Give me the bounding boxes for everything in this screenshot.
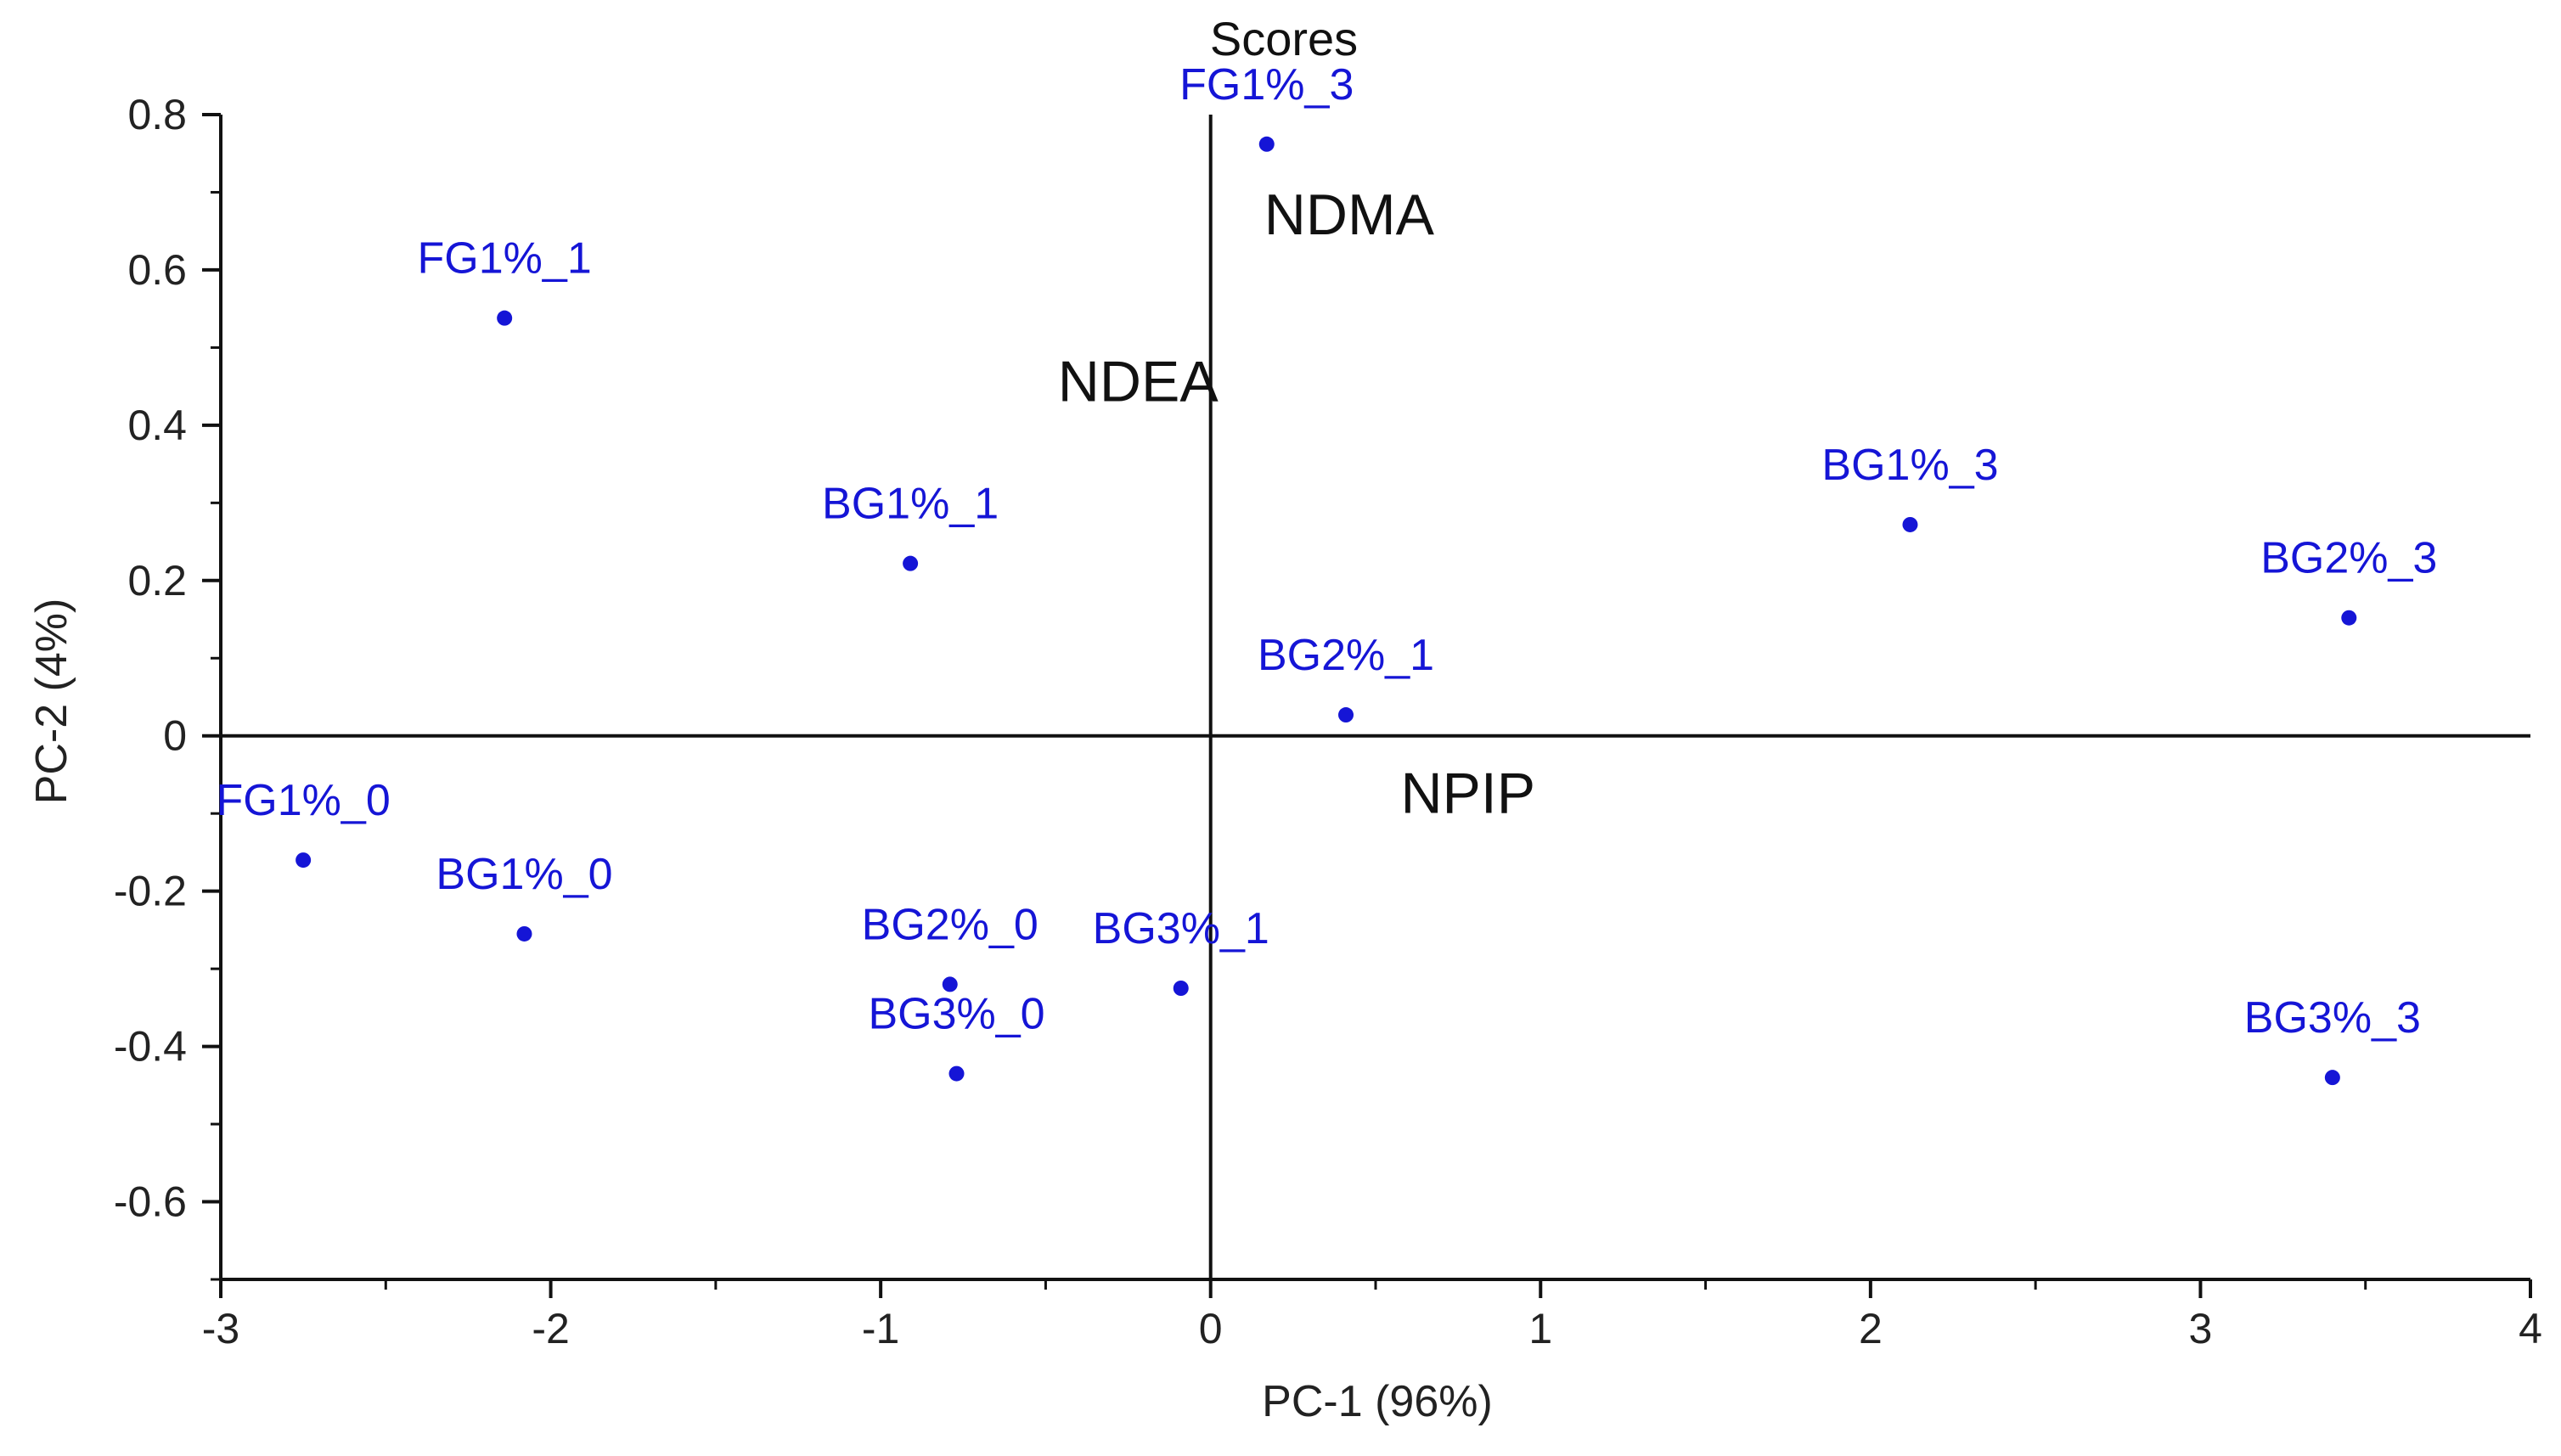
score-point	[497, 310, 513, 326]
score-point	[942, 976, 958, 992]
score-point-label: BG2%_3	[2260, 534, 2437, 583]
y-tick-label: -0.2	[114, 868, 187, 915]
score-point	[903, 555, 919, 571]
x-tick-label: -1	[862, 1305, 899, 1352]
x-tick-label: 1	[1528, 1305, 1552, 1352]
y-tick-label: -0.6	[114, 1178, 187, 1226]
chart-title: Scores	[1210, 12, 1358, 65]
y-tick-label: 0.6	[127, 246, 187, 294]
score-point	[516, 925, 532, 942]
score-point-label: BG3%_3	[2244, 993, 2421, 1043]
loading-label: NPIP	[1400, 761, 1535, 825]
score-point	[1173, 981, 1189, 996]
x-tick-label: 2	[1859, 1305, 1883, 1352]
score-point	[1338, 707, 1354, 723]
x-tick-label: 4	[2519, 1305, 2542, 1352]
score-point-label: BG1%_3	[1821, 441, 1998, 490]
score-point-label: BG3%_0	[868, 990, 1044, 1039]
score-point	[296, 852, 312, 869]
score-point-label: BG2%_1	[1258, 631, 1434, 680]
x-tick-label: -2	[532, 1305, 569, 1352]
score-point-label: BG2%_0	[862, 900, 1038, 949]
x-tick-label: 0	[1199, 1305, 1223, 1352]
tick-marks: -3 -2 -1 0 1 2 3 4 -0.6 -0.4 -0.2 0 0.2 0.4 0.6 0.8	[114, 91, 2542, 1352]
y-tick-label: 0.8	[127, 91, 187, 138]
y-tick-label: 0.4	[127, 402, 187, 449]
loading-label: NDEA	[1058, 350, 1219, 414]
y-axis-label: PC-2 (4%)	[27, 599, 76, 805]
score-point	[1258, 136, 1275, 152]
y-tick-label: -0.4	[114, 1023, 187, 1071]
score-point	[2324, 1070, 2340, 1086]
loading-labels: NDMA NDEA NPIP	[1058, 183, 1535, 825]
score-point	[2341, 610, 2357, 626]
axes	[219, 115, 2530, 1281]
score-point-label: BG1%_0	[436, 850, 612, 899]
score-point-label: FG1%_1	[418, 234, 592, 284]
loading-label: NDMA	[1264, 183, 1435, 247]
y-tick-label: 0	[163, 712, 187, 760]
score-point-label: FG1%_3	[1179, 60, 1354, 110]
y-tick-label: 0.2	[127, 557, 187, 604]
score-point-label: BG3%_1	[1093, 904, 1269, 953]
score-point-label: BG1%_1	[822, 480, 999, 529]
score-point	[948, 1065, 965, 1082]
x-axis-label: PC-1 (96%)	[1262, 1377, 1493, 1426]
score-point-label: FG1%_0	[217, 776, 391, 825]
score-points: FG1%_0 BG1%_0 FG1%_1 BG1%_1 BG2%_0 BG3%_0 BG3%…	[217, 60, 2437, 1086]
x-tick-label: 3	[2189, 1305, 2213, 1352]
score-point	[1902, 516, 1918, 532]
x-tick-label: -3	[202, 1305, 239, 1352]
